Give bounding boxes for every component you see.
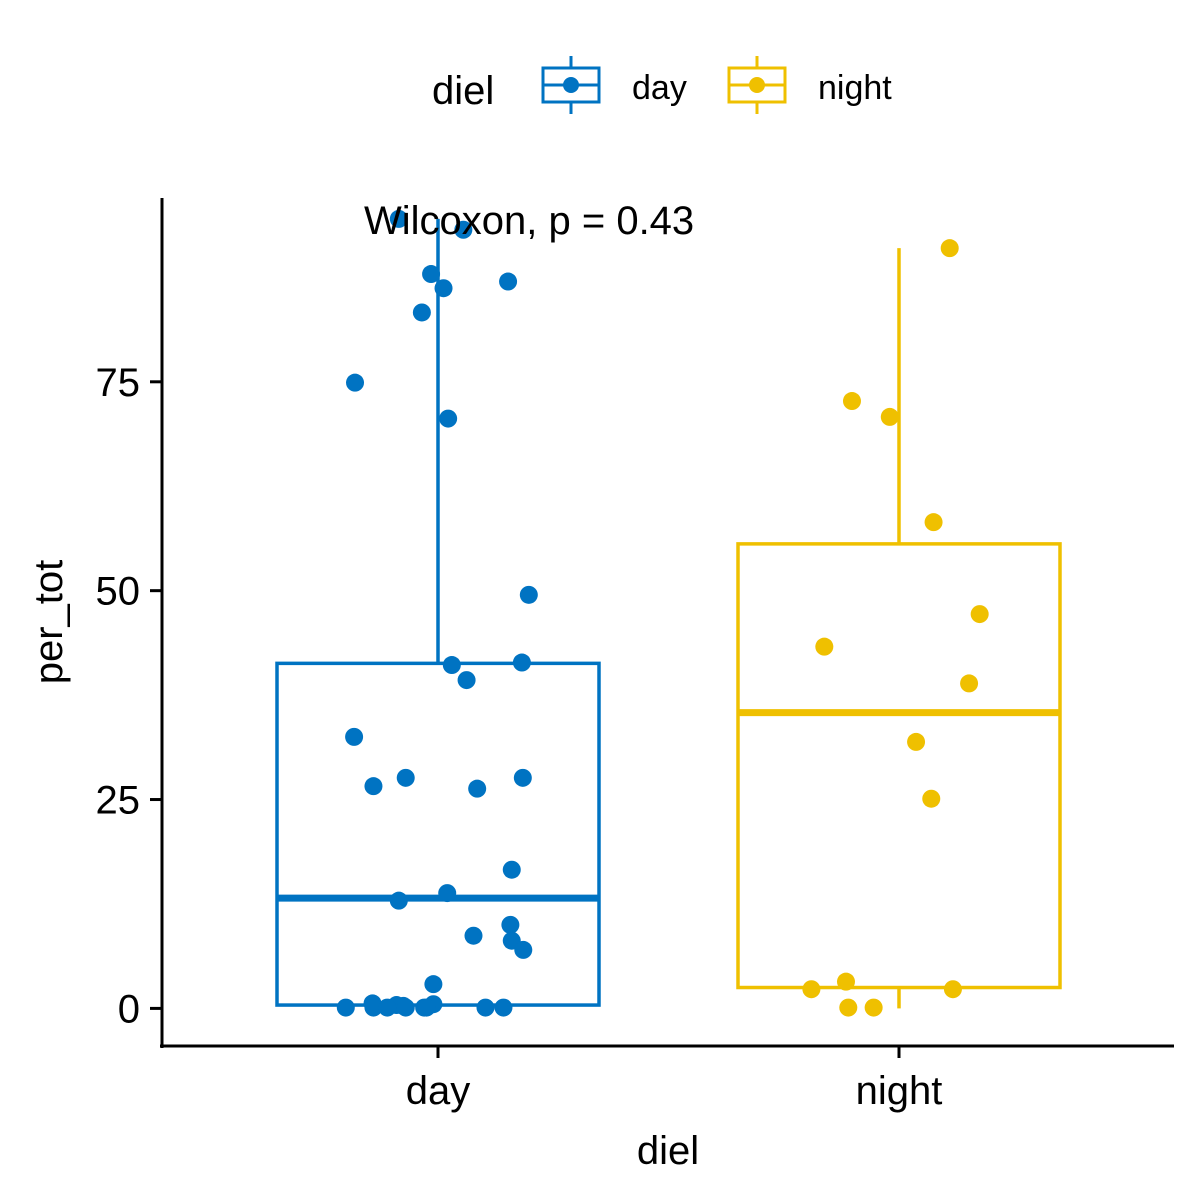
data-point-day: [396, 998, 415, 1017]
data-point-day: [501, 915, 520, 934]
y-tick-label: 25: [96, 779, 141, 823]
data-point-night: [922, 789, 941, 808]
data-point-day: [468, 779, 487, 798]
x-tick-label: day: [406, 1069, 471, 1113]
data-point-day: [502, 860, 521, 879]
legend: diel day night: [432, 56, 892, 114]
iqr-box-day: [275, 661, 601, 1007]
data-point-night: [880, 407, 899, 426]
data-point-day: [345, 727, 364, 746]
axes: [160, 198, 1174, 1048]
data-point-day: [378, 998, 397, 1017]
data-point-day: [464, 926, 483, 945]
y-ticks: 0 25 50 75: [96, 361, 162, 1031]
y-tick-label: 50: [96, 570, 141, 614]
legend-key-night: [727, 56, 787, 114]
y-tick-label: 75: [96, 361, 141, 405]
y-tick-label: 0: [118, 987, 140, 1031]
data-point-day: [457, 671, 476, 690]
data-point-day: [494, 998, 513, 1017]
data-point-day: [346, 373, 365, 392]
data-point-night: [839, 998, 858, 1017]
data-point-night: [943, 980, 962, 999]
data-point-day: [396, 768, 415, 787]
data-point-night: [960, 674, 979, 693]
box-day: [275, 218, 601, 1009]
data-point-day: [512, 653, 531, 672]
data-point-night: [842, 392, 861, 411]
data-point-day: [364, 777, 383, 796]
data-point-night: [940, 239, 959, 258]
data-point-day: [389, 891, 408, 910]
data-point-day: [514, 940, 533, 959]
x-axis-title: diel: [637, 1129, 699, 1173]
legend-label-night: night: [818, 69, 892, 107]
data-point-day: [422, 265, 441, 284]
legend-key-day-point: [563, 77, 579, 93]
data-point-night: [836, 972, 855, 991]
legend-title: diel: [432, 69, 494, 113]
data-point-night: [907, 732, 926, 751]
data-point-day: [439, 409, 458, 428]
data-point-day: [519, 585, 538, 604]
data-point-day: [499, 272, 518, 291]
data-point-day: [438, 884, 457, 903]
points-layer: [336, 209, 989, 1017]
data-point-night: [864, 998, 883, 1017]
data-point-day: [412, 303, 431, 322]
x-ticks: day night: [406, 1046, 943, 1113]
data-point-night: [924, 513, 943, 532]
data-point-day: [434, 279, 453, 298]
data-point-day: [389, 209, 408, 228]
data-point-night: [815, 637, 834, 656]
data-point-day: [513, 768, 532, 787]
data-point-day: [417, 998, 436, 1017]
data-point-night: [970, 605, 989, 624]
boxes-layer: [275, 218, 1062, 1009]
wilcoxon-annotation: Wilcoxon, p = 0.43: [364, 199, 694, 243]
data-point-day: [364, 998, 383, 1017]
legend-key-night-point: [749, 77, 765, 93]
iqr-box-night: [736, 542, 1062, 990]
y-axis-title: per_tot: [27, 560, 71, 685]
data-point-night: [802, 980, 821, 999]
data-point-day: [336, 998, 355, 1017]
legend-label-day: day: [632, 69, 687, 107]
legend-key-day: [541, 56, 601, 114]
data-point-day: [476, 998, 495, 1017]
x-tick-label: night: [856, 1069, 943, 1113]
box-night: [736, 248, 1062, 1009]
data-point-day: [442, 656, 461, 675]
data-point-day: [454, 220, 473, 239]
data-point-day: [424, 975, 443, 994]
